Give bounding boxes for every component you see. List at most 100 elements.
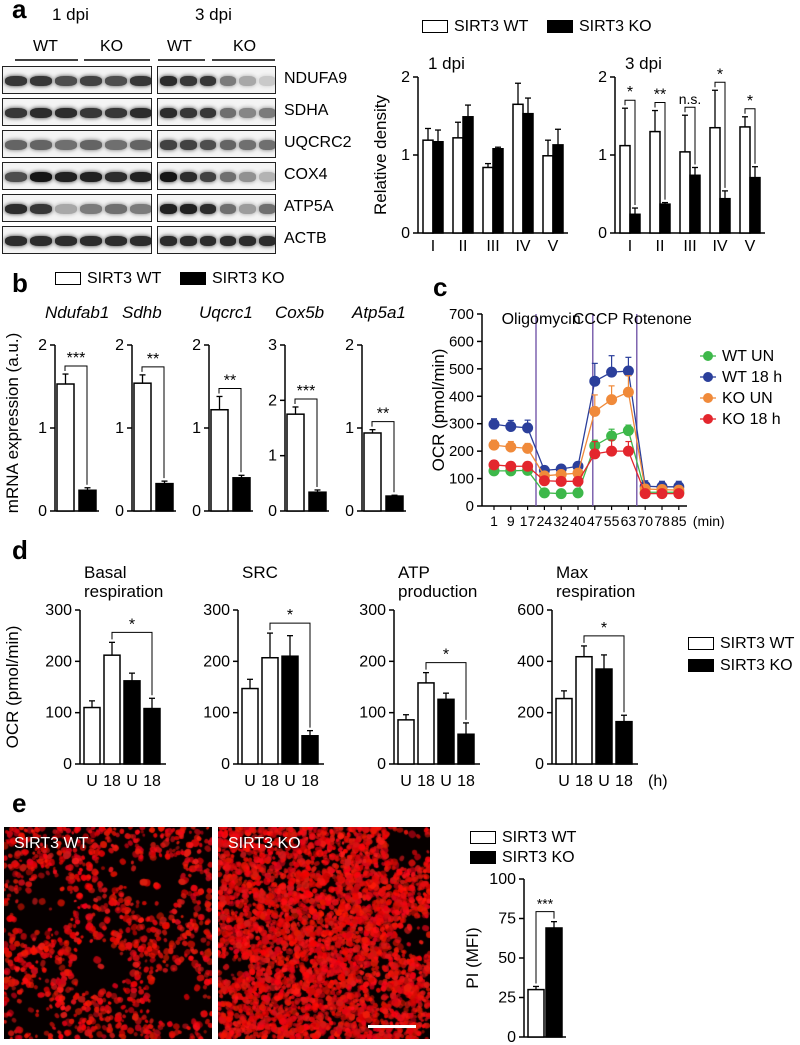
blot-band <box>160 172 177 182</box>
x-axis-label: (h) <box>648 773 668 790</box>
y-tick-label: 0 <box>268 503 277 520</box>
gene-title: Uqcrc1 <box>199 303 253 322</box>
y-axis-label: Relative density <box>371 95 390 216</box>
y-axis-label: PI (MFI) <box>463 927 482 988</box>
bar-white <box>83 706 101 765</box>
bar-black <box>437 698 455 765</box>
y-tick-label: 700 <box>449 306 474 323</box>
y-tick-label: 0 <box>192 503 201 520</box>
blot-band <box>5 204 27 214</box>
blot-band <box>30 76 52 86</box>
significance-bracket <box>744 108 756 164</box>
data-point <box>488 459 500 471</box>
blot-strip-ndufa9-1dpi <box>2 66 152 94</box>
bar-wt <box>619 144 631 234</box>
x-tick-label: U <box>86 773 98 790</box>
y-tick-label: 200 <box>449 443 474 460</box>
blot-band <box>55 76 77 86</box>
significance-marker: * <box>129 616 135 633</box>
bar-black <box>595 668 613 765</box>
legend-marker <box>703 351 713 361</box>
legend-label-wt: SIRT3 WT <box>454 18 529 35</box>
legend-swatch-wt <box>55 272 81 286</box>
blot-band <box>55 140 77 150</box>
x-tick-label: 18 <box>143 773 161 790</box>
bar-wt <box>649 130 661 234</box>
x-axis-label: (min) <box>693 513 725 529</box>
legend-label: WT 18 h <box>722 369 782 386</box>
y-tick-label: 0 <box>115 503 124 520</box>
significance-bracket <box>371 421 395 493</box>
blot-band <box>239 76 257 86</box>
blot-band <box>5 172 27 182</box>
bar-wt <box>542 155 554 234</box>
genotype-label-wt-1dpi: WT <box>33 38 58 55</box>
blot-band <box>80 108 102 118</box>
y-tick-label: 0 <box>38 503 47 520</box>
blot-strip-uqcrc2-3dpi <box>157 130 276 158</box>
legend-swatch-ko <box>547 20 573 34</box>
significance-bracket <box>684 106 696 165</box>
legend-label: KO 18 h <box>722 411 781 428</box>
blot-strip-cox4-3dpi <box>157 162 276 190</box>
y-tick-label: 300 <box>449 416 474 433</box>
blot-strip-atp5a-3dpi <box>157 194 276 222</box>
x-tick-label: 18 <box>301 773 319 790</box>
y-tick-label: 0 <box>221 756 230 773</box>
bar-ko <box>749 176 761 234</box>
blot-band <box>55 172 77 182</box>
bar-ko <box>492 148 504 234</box>
scale-bar <box>368 1025 416 1028</box>
timepoint-label-1dpi: 1 dpi <box>52 5 89 24</box>
y-tick-label: 200 <box>359 653 386 670</box>
y-tick-label: 300 <box>203 602 230 619</box>
blot-band <box>239 172 257 182</box>
protein-label-ndufa9: NDUFA9 <box>284 70 348 87</box>
legend-label-ko: SIRT3 KO <box>720 657 793 674</box>
genotype-label-wt-3dpi: WT <box>167 38 192 55</box>
significance-bracket <box>425 662 467 720</box>
significance-bracket <box>218 387 242 473</box>
chart-title: SRC <box>242 563 278 582</box>
blot-band <box>105 236 127 246</box>
legend-label-wt: SIRT3 WT <box>720 635 795 652</box>
x-tick-label: 18 <box>261 773 279 790</box>
significance-bracket <box>294 398 318 487</box>
bar-ko <box>432 140 444 234</box>
blot-band <box>130 108 151 118</box>
significance-marker: *** <box>297 383 316 400</box>
micrograph-wt: SIRT3 WT <box>4 827 212 1039</box>
bar-ko <box>155 482 174 512</box>
data-point <box>589 375 601 387</box>
y-tick-label: 0 <box>63 756 72 773</box>
x-tick-label: 18 <box>615 773 633 790</box>
x-tick-label: II <box>459 238 468 255</box>
bar-black <box>301 735 319 765</box>
blot-band <box>259 204 275 214</box>
significance-marker: ** <box>654 87 666 104</box>
y-tick-label: 2 <box>115 337 124 354</box>
data-point <box>673 488 685 500</box>
significance-bracket <box>111 631 153 696</box>
bar-ko <box>552 144 564 234</box>
y-tick-label: 300 <box>45 602 72 619</box>
bar-black <box>281 655 299 765</box>
protein-label-cox4: COX4 <box>284 166 328 183</box>
y-axis-label: OCR (pmol/min) <box>429 349 448 472</box>
bar-white <box>241 687 259 765</box>
blot-band <box>30 172 52 182</box>
legend-b: SIRT3 WT SIRT3 KO <box>55 270 285 288</box>
blot-strip-ndufa9-3dpi <box>157 66 276 94</box>
legend-swatch-wt <box>470 831 496 845</box>
y-tick-label: 1 <box>192 420 201 437</box>
blot-band <box>179 76 197 86</box>
y-tick-label: 0 <box>535 756 544 773</box>
blot-band <box>105 76 127 86</box>
micrograph-label-wt: SIRT3 WT <box>14 835 89 852</box>
significance-marker: *** <box>537 896 554 912</box>
data-point <box>505 420 517 432</box>
y-tick-label: 100 <box>489 871 516 888</box>
bar-wt <box>286 413 305 512</box>
bar-white <box>417 682 435 765</box>
x-tick-label: IV <box>515 238 530 255</box>
